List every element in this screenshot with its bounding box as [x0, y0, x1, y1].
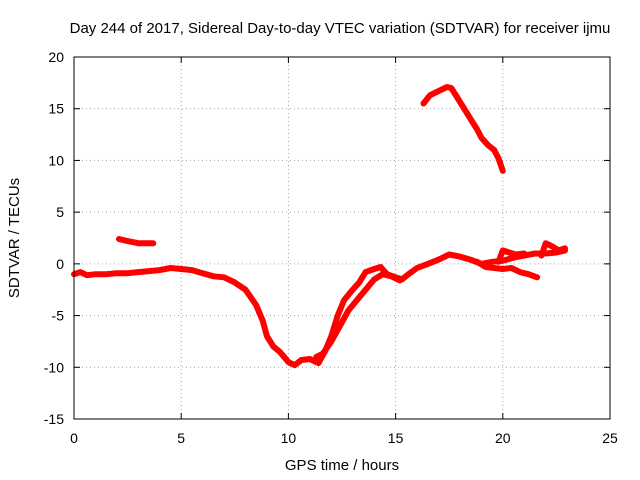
y-tick-label: -15 — [44, 411, 64, 427]
chart-title: Day 244 of 2017, Sidereal Day-to-day VTE… — [70, 20, 611, 37]
x-tick-label: 25 — [602, 430, 618, 446]
x-axis-label: GPS time / hours — [285, 457, 399, 474]
x-tick-labels: 0 5 10 15 20 25 — [70, 430, 618, 446]
y-tick-label: -10 — [44, 359, 64, 375]
series-short-arc-early — [116, 236, 157, 247]
y-tick-labels: -15 -10 -5 0 5 10 15 20 — [44, 49, 64, 427]
y-tick-label: 20 — [48, 49, 64, 65]
x-tick-label: 15 — [388, 430, 404, 446]
y-tick-label: 15 — [48, 101, 64, 117]
axis-ticks — [73, 56, 611, 420]
series-late-branch — [474, 258, 541, 281]
x-tick-label: 5 — [177, 430, 185, 446]
y-tick-label: -5 — [52, 308, 65, 324]
series-end-bump — [538, 240, 568, 259]
grid — [74, 57, 610, 419]
x-tick-label: 20 — [495, 430, 511, 446]
x-tick-label: 0 — [70, 430, 78, 446]
series-secondary-dip — [313, 271, 403, 360]
y-tick-label: 5 — [56, 204, 64, 220]
plot-frame — [73, 56, 611, 420]
series-late-hump — [495, 247, 528, 265]
series-high-arc — [420, 84, 506, 174]
y-tick-label: 0 — [56, 256, 64, 272]
x-tick-label: 10 — [281, 430, 297, 446]
y-tick-label: 10 — [48, 152, 64, 168]
series-layer — [71, 84, 568, 369]
y-axis-label: SDTVAR / TECUs — [6, 178, 23, 298]
